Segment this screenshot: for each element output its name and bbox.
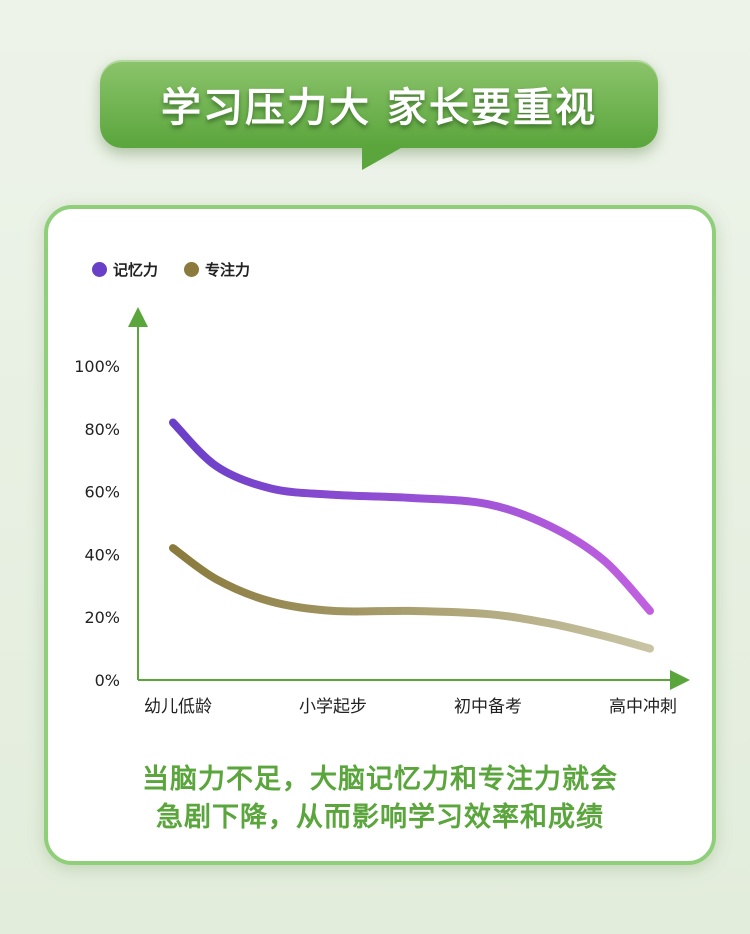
legend-dot-focus (184, 262, 200, 277)
x-tick-label: 小学起步 (299, 697, 367, 717)
y-tick-label: 60% (84, 483, 120, 502)
y-tick-label: 20% (84, 608, 120, 627)
line-chart: 0% 20% 40% 60% 80% 100% 幼儿低龄 小学起步 初中备考 高中冲刺 (74, 307, 690, 717)
legend-item-focus: 专注力 (184, 259, 250, 280)
legend-dot-memory (92, 262, 107, 277)
x-tick-label: 高中冲刺 (609, 697, 677, 717)
banner-speech-tail (362, 144, 408, 170)
legend-label-memory: 记忆力 (113, 261, 159, 279)
chart-caption: 当脑力不足，大脑记忆力和专注力就会 急剧下降，从而影响学习效率和成绩 (48, 761, 712, 837)
caption-line-2: 急剧下降，从而影响学习效率和成绩 (156, 802, 604, 833)
x-tick-label: 幼儿低龄 (144, 697, 212, 717)
y-tick-label: 80% (84, 420, 120, 439)
series-line-focus (169, 544, 654, 653)
legend-item-memory: 记忆力 (92, 259, 158, 280)
title-banner: 学习压力大 家长要重视 (100, 60, 658, 148)
chart-card: 记忆力 专注力 0% 20% 40% 60% 80% 100% 幼儿低龄 小学起步 初中备考 高… (44, 205, 716, 865)
series-line-memory (169, 418, 654, 615)
caption-line-1: 当脑力不足，大脑记忆力和专注力就会 (142, 764, 618, 795)
chart-legend: 记忆力 专注力 (92, 259, 250, 280)
y-tick-label: 40% (84, 545, 120, 564)
banner-title: 学习压力大 家长要重视 (161, 85, 597, 131)
y-tick-label: 0% (95, 671, 120, 690)
legend-label-focus: 专注力 (205, 261, 251, 279)
y-tick-label: 100% (74, 357, 120, 376)
x-tick-label: 初中备考 (454, 697, 522, 717)
